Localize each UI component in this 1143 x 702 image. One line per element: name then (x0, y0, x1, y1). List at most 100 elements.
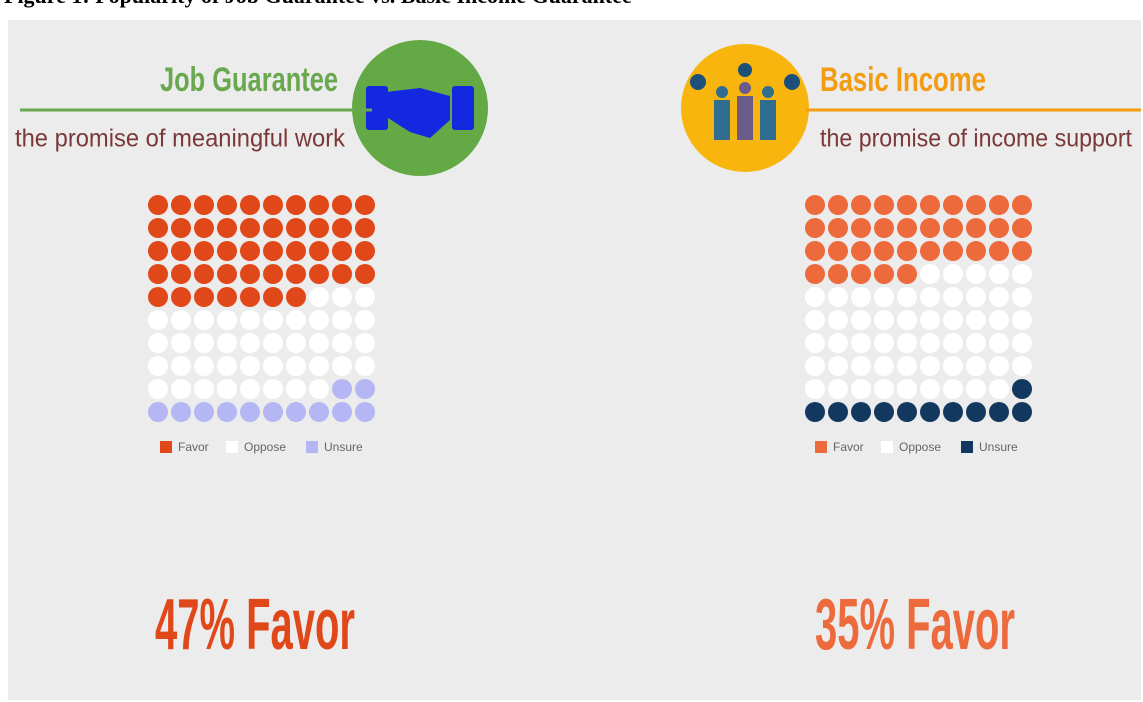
waffle-dot (851, 379, 871, 399)
waffle-dot (1012, 402, 1032, 422)
waffle-dot (217, 241, 237, 261)
waffle-dot (148, 356, 168, 376)
waffle-dot (943, 218, 963, 238)
waffle-dot (171, 379, 191, 399)
waffle-dot (309, 241, 329, 261)
waffle-dot (920, 195, 940, 215)
waffle-dot (851, 287, 871, 307)
waffle-dot (989, 218, 1009, 238)
waffle-dot (217, 195, 237, 215)
waffle-dot (309, 264, 329, 284)
waffle-dot (897, 218, 917, 238)
figure-title: Figure 1: Popularity of Job Guarantee vs… (4, 0, 632, 8)
waffle-dot (217, 379, 237, 399)
waffle-dot (171, 310, 191, 330)
waffle-dot (309, 287, 329, 307)
legend-swatch (306, 441, 318, 453)
waffle-dot (171, 287, 191, 307)
waffle-dot (897, 402, 917, 422)
waffle-dot (171, 218, 191, 238)
waffle-dot (989, 356, 1009, 376)
waffle-dot (851, 241, 871, 261)
waffle-dot (355, 310, 375, 330)
waffle-dot (332, 264, 352, 284)
legend-label: Favor (833, 440, 864, 454)
waffle-dot (920, 333, 940, 353)
waffle-dot (1012, 241, 1032, 261)
waffle-dot (897, 379, 917, 399)
waffle-dot (874, 379, 894, 399)
waffle-dot (1012, 379, 1032, 399)
waffle-dot (240, 333, 260, 353)
waffle-dot (989, 402, 1009, 422)
waffle-dot (217, 218, 237, 238)
waffle-dot (1012, 218, 1032, 238)
waffle-dot (828, 310, 848, 330)
headline: 47% Favor (155, 585, 355, 665)
waffle-dot (171, 356, 191, 376)
waffle-dot (851, 195, 871, 215)
waffle-dot (309, 218, 329, 238)
waffle-dot (966, 310, 986, 330)
waffle-dot (920, 310, 940, 330)
waffle-dot (309, 402, 329, 422)
waffle-dot (989, 310, 1009, 330)
waffle-dot (286, 264, 306, 284)
waffle-dot (240, 264, 260, 284)
legend-swatch (815, 441, 827, 453)
subtitle: the promise of meaningful work (15, 125, 345, 153)
waffle-dot (851, 333, 871, 353)
legend-label: Unsure (324, 440, 363, 454)
waffle-dot (217, 310, 237, 330)
waffle-dot (309, 356, 329, 376)
waffle-dot (309, 310, 329, 330)
waffle-dot (148, 379, 168, 399)
waffle-dot (309, 195, 329, 215)
waffle-dot (355, 287, 375, 307)
legend-swatch (160, 441, 172, 453)
waffle-dot (194, 333, 214, 353)
waffle-dot (240, 218, 260, 238)
waffle-dot (897, 310, 917, 330)
waffle-dot (355, 402, 375, 422)
waffle-dot (240, 241, 260, 261)
waffle-dot (874, 195, 894, 215)
waffle-dot (874, 218, 894, 238)
waffle-dot (920, 402, 940, 422)
waffle-dot (332, 287, 352, 307)
waffle-dot (943, 195, 963, 215)
people-icon (690, 63, 800, 140)
waffle-dot (148, 333, 168, 353)
waffle-dot (943, 310, 963, 330)
waffle-dot (332, 379, 352, 399)
waffle-dot (874, 333, 894, 353)
waffle-dot (148, 241, 168, 261)
waffle-dot (332, 241, 352, 261)
waffle-dot (332, 356, 352, 376)
waffle-dot (171, 264, 191, 284)
waffle-dot (805, 333, 825, 353)
waffle-dot (286, 287, 306, 307)
waffle-dot (920, 379, 940, 399)
waffle-dot (874, 241, 894, 261)
waffle-dot (828, 241, 848, 261)
waffle-dot (805, 402, 825, 422)
waffle-dot (920, 218, 940, 238)
waffle-dot (194, 356, 214, 376)
waffle-dot (332, 333, 352, 353)
waffle-dot (943, 264, 963, 284)
waffle-dot (194, 195, 214, 215)
waffle-dot (851, 264, 871, 284)
waffle-dot (355, 218, 375, 238)
waffle-dot (943, 379, 963, 399)
waffle-dot (966, 356, 986, 376)
waffle-dot (263, 310, 283, 330)
waffle-dot (851, 402, 871, 422)
waffle-dot (309, 379, 329, 399)
waffle-dot (897, 356, 917, 376)
waffle-dot (148, 402, 168, 422)
waffle-dot (263, 356, 283, 376)
waffle-dot (240, 356, 260, 376)
waffle-dot (851, 310, 871, 330)
